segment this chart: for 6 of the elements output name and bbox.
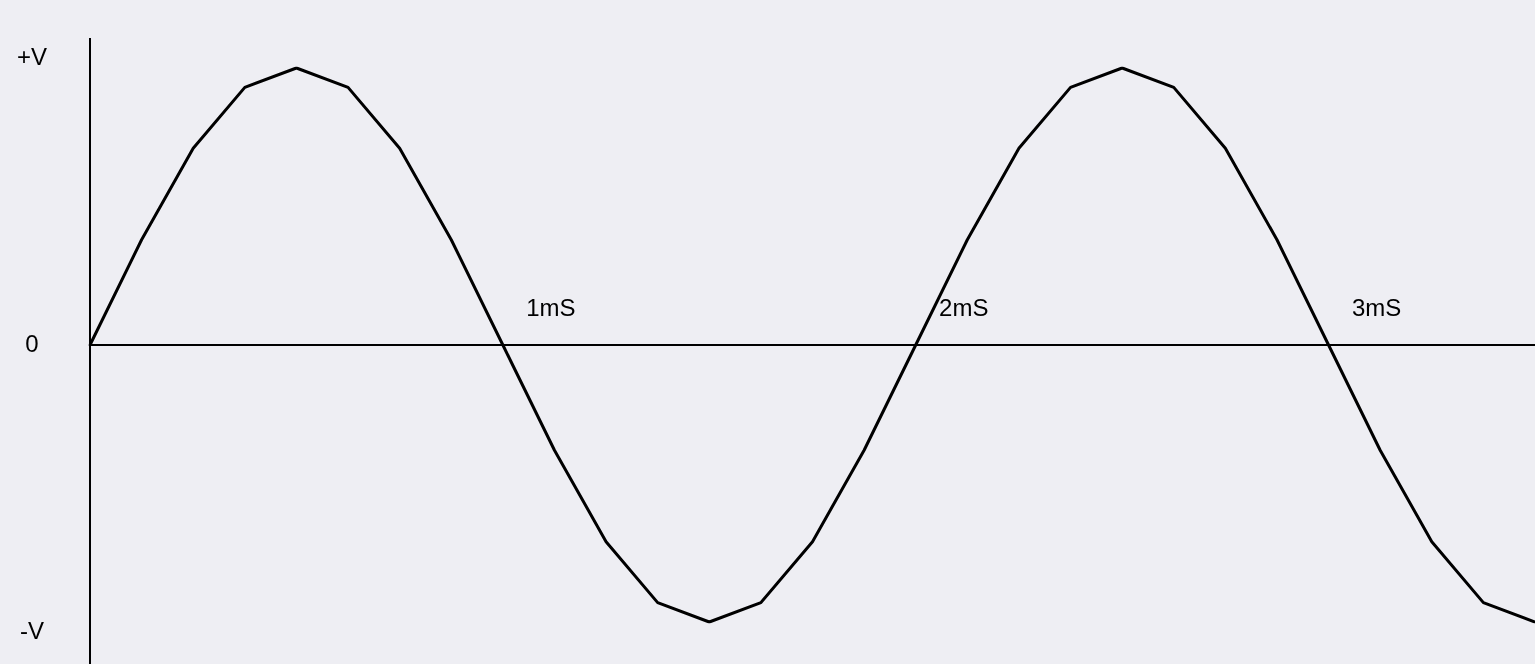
text: 0 (25, 329, 39, 357)
text: -V (20, 616, 44, 644)
annotation: 1mS (526, 293, 576, 321)
annotation: 2mS (939, 293, 989, 321)
text: +V (16, 42, 48, 70)
annotation: 3mS (1351, 293, 1402, 321)
